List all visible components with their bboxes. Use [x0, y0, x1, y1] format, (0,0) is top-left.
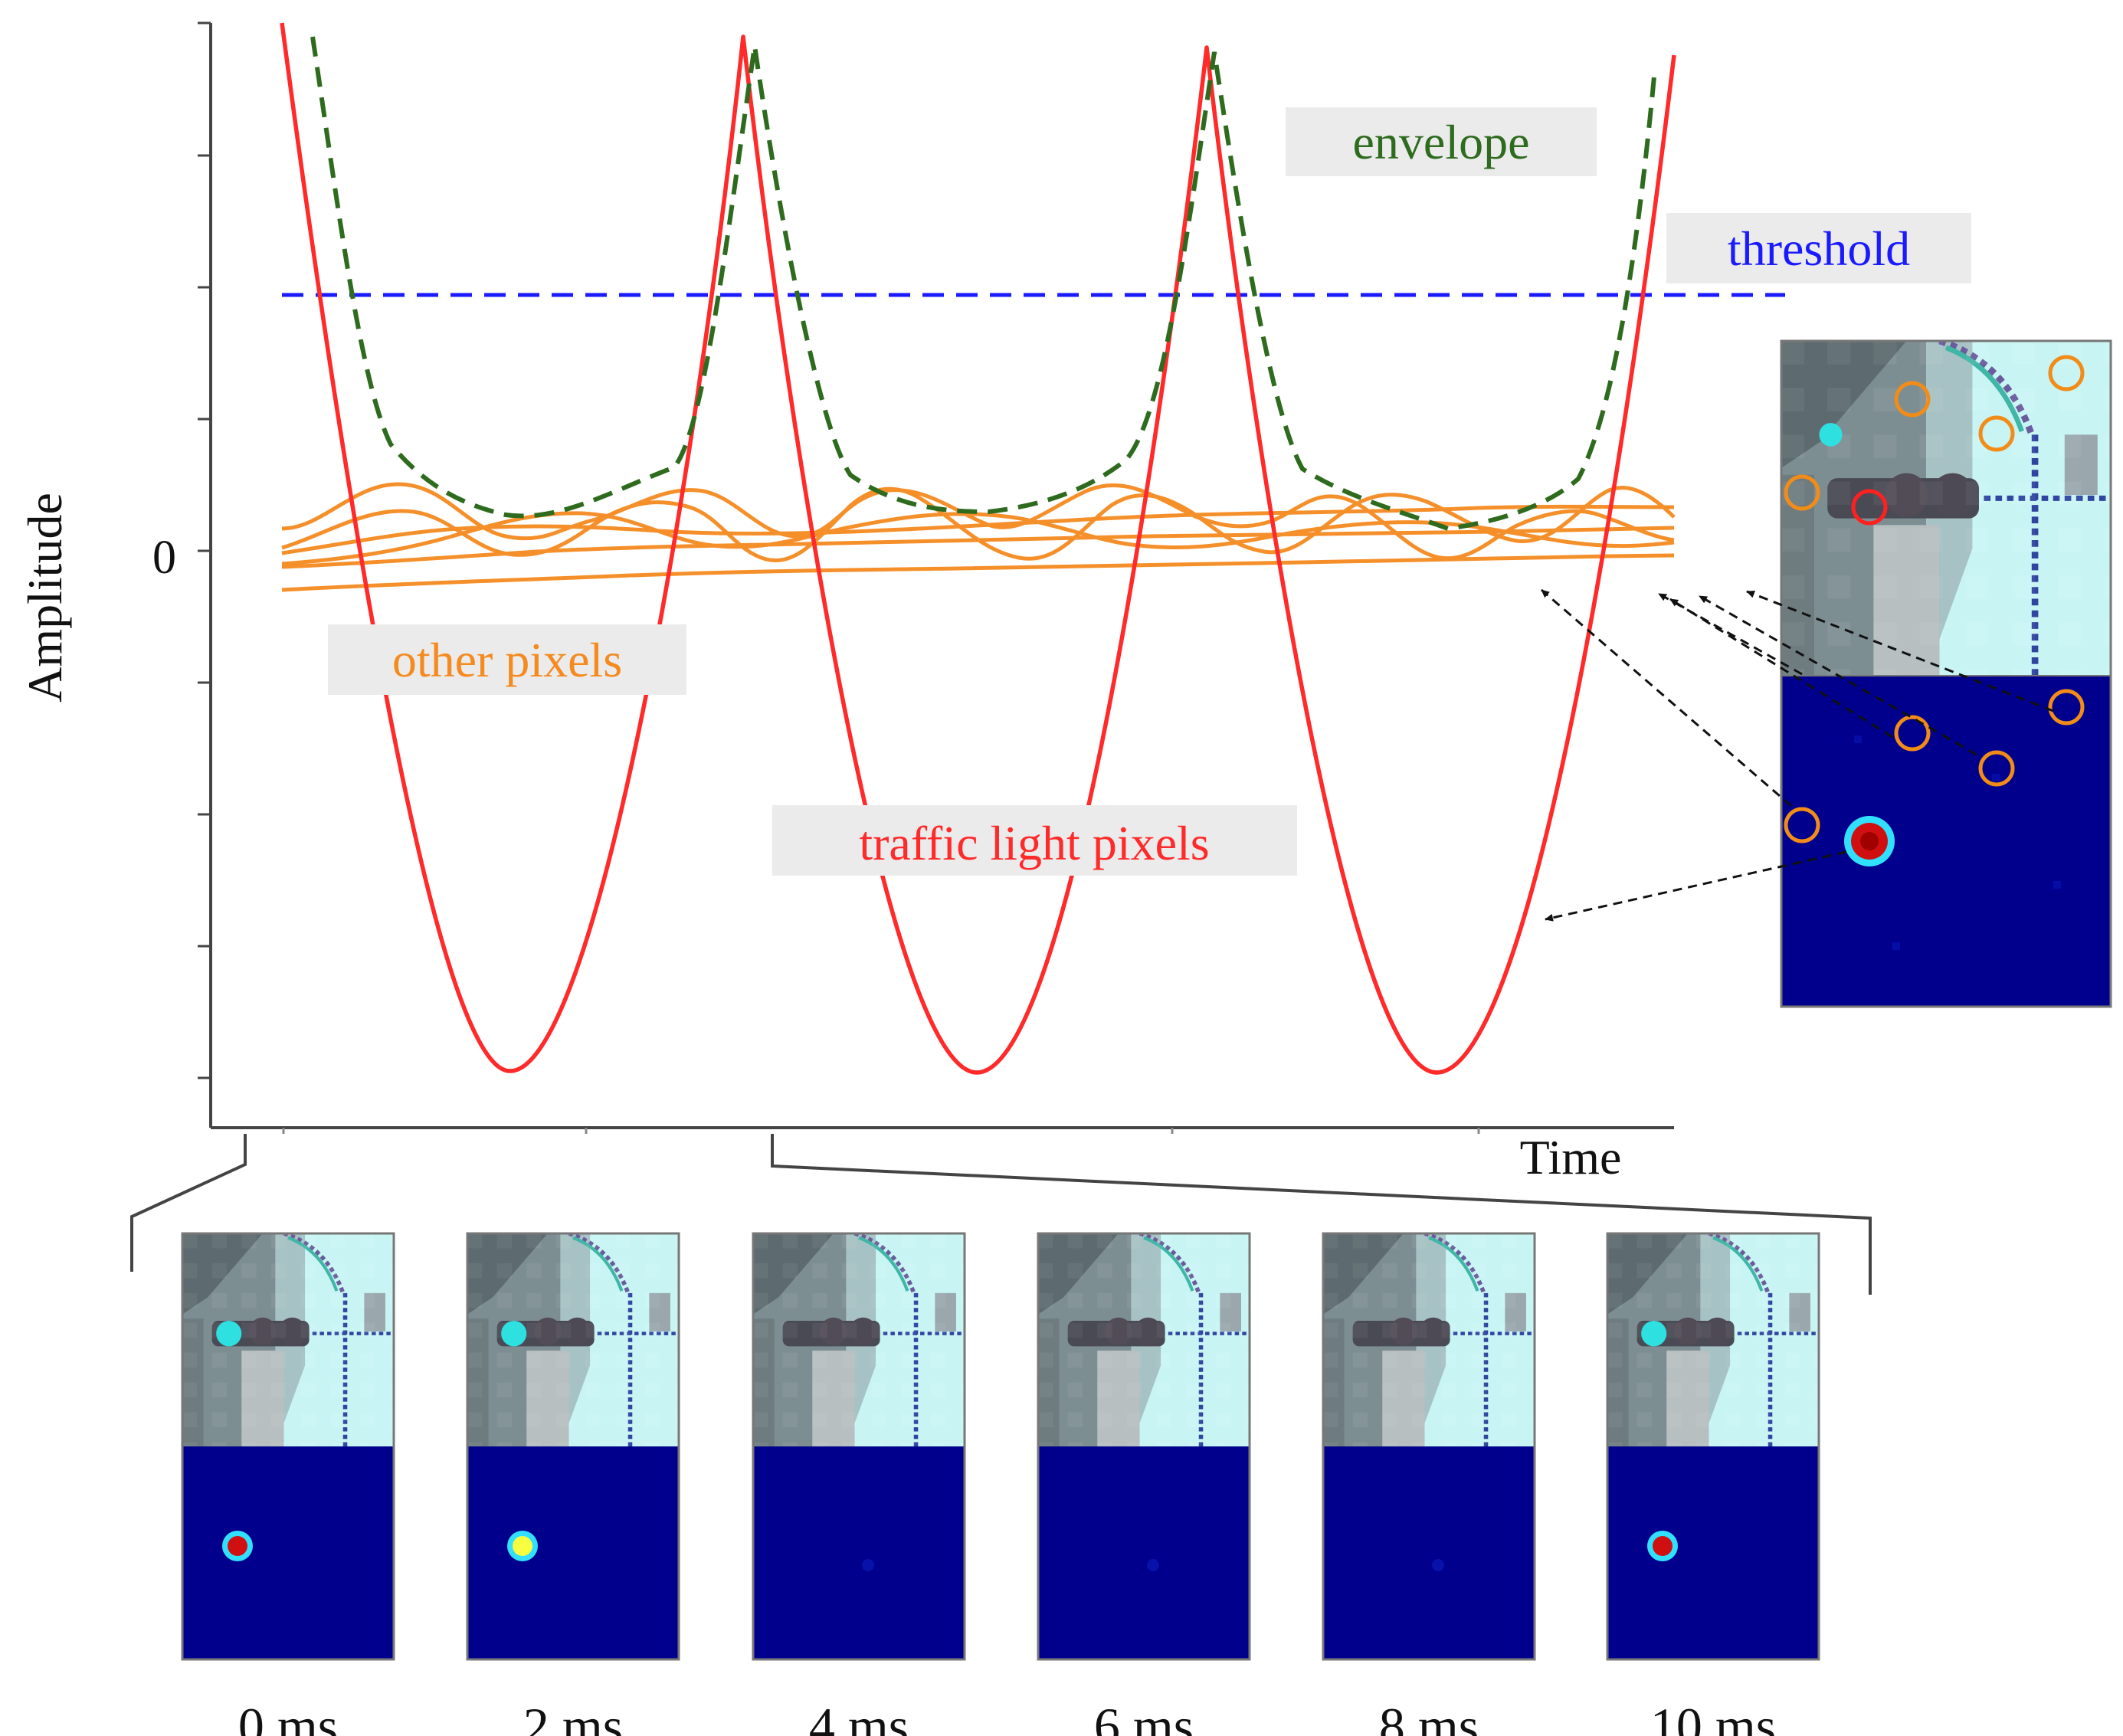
envelope-curve — [310, 36, 1657, 532]
frame-time-label: 8 ms — [1379, 1697, 1479, 1736]
frame-heatmap-image — [753, 1446, 965, 1659]
frame-heatmap-image — [1323, 1446, 1535, 1659]
frame-scene-image — [1607, 1233, 1819, 1446]
x-ticks — [282, 1128, 1480, 1134]
frame-scene-image — [1323, 1233, 1535, 1446]
dashed-arrow-icon — [1541, 588, 2054, 922]
inset-panel — [1541, 339, 2112, 1008]
frame-thumbnail: 2 ms — [466, 1232, 680, 1736]
frame-strip: 0 ms 2 ms 4 ms 6 ms 8 ms 10 ms — [181, 1232, 1820, 1736]
frame-time-label: 2 ms — [523, 1697, 623, 1736]
label-envelope: envelope — [1286, 107, 1597, 176]
frame-heatmap-image — [467, 1446, 679, 1659]
frame-thumbnail: 0 ms — [181, 1232, 395, 1736]
frame-time-label: 6 ms — [1094, 1697, 1194, 1736]
frame-scene-image — [1038, 1233, 1250, 1446]
svg-text:threshold: threshold — [1728, 221, 1910, 276]
frame-time-label: 10 ms — [1650, 1697, 1776, 1736]
frame-heatmap-image — [1607, 1446, 1819, 1659]
frame-time-label: 0 ms — [238, 1697, 338, 1736]
label-threshold: threshold — [1666, 213, 1971, 283]
y-ticks — [198, 21, 211, 1079]
frame-scene-image — [467, 1233, 679, 1446]
circle-marker-icon — [1851, 489, 1888, 526]
traffic-light-curve — [280, 22, 1676, 1075]
frame-heatmap-image — [182, 1446, 394, 1659]
frame-heatmap-image — [1038, 1446, 1250, 1659]
y-zero-tick-label: 0 — [152, 532, 176, 584]
svg-text:traffic light pixels: traffic light pixels — [859, 816, 1209, 870]
inset-scene-image — [1781, 341, 2111, 676]
main-plot: 0 Amplitude Time envelope threshold — [18, 21, 1971, 1184]
label-traffic-light-pixels: traffic light pixels — [772, 805, 1297, 876]
frame-scene-image — [182, 1233, 394, 1446]
svg-text:other pixels: other pixels — [392, 633, 622, 687]
other-pixel-curves — [281, 482, 1676, 592]
frame-time-label: 4 ms — [809, 1697, 909, 1736]
zoom-bracket — [130, 1134, 1872, 1295]
frame-scene-image — [753, 1233, 965, 1446]
x-axis-label: Time — [1520, 1130, 1622, 1184]
frame-thumbnail: 10 ms — [1606, 1232, 1820, 1736]
frame-thumbnail: 8 ms — [1322, 1232, 1536, 1736]
y-axis-label: Amplitude — [18, 493, 72, 703]
frame-thumbnail: 4 ms — [752, 1232, 966, 1736]
inset-heatmap-image — [1781, 676, 2111, 1007]
label-other-pixels: other pixels — [328, 624, 686, 695]
circle-marker-icon — [1784, 355, 2085, 843]
svg-text:envelope: envelope — [1353, 115, 1530, 169]
frame-thumbnail: 6 ms — [1037, 1232, 1251, 1736]
